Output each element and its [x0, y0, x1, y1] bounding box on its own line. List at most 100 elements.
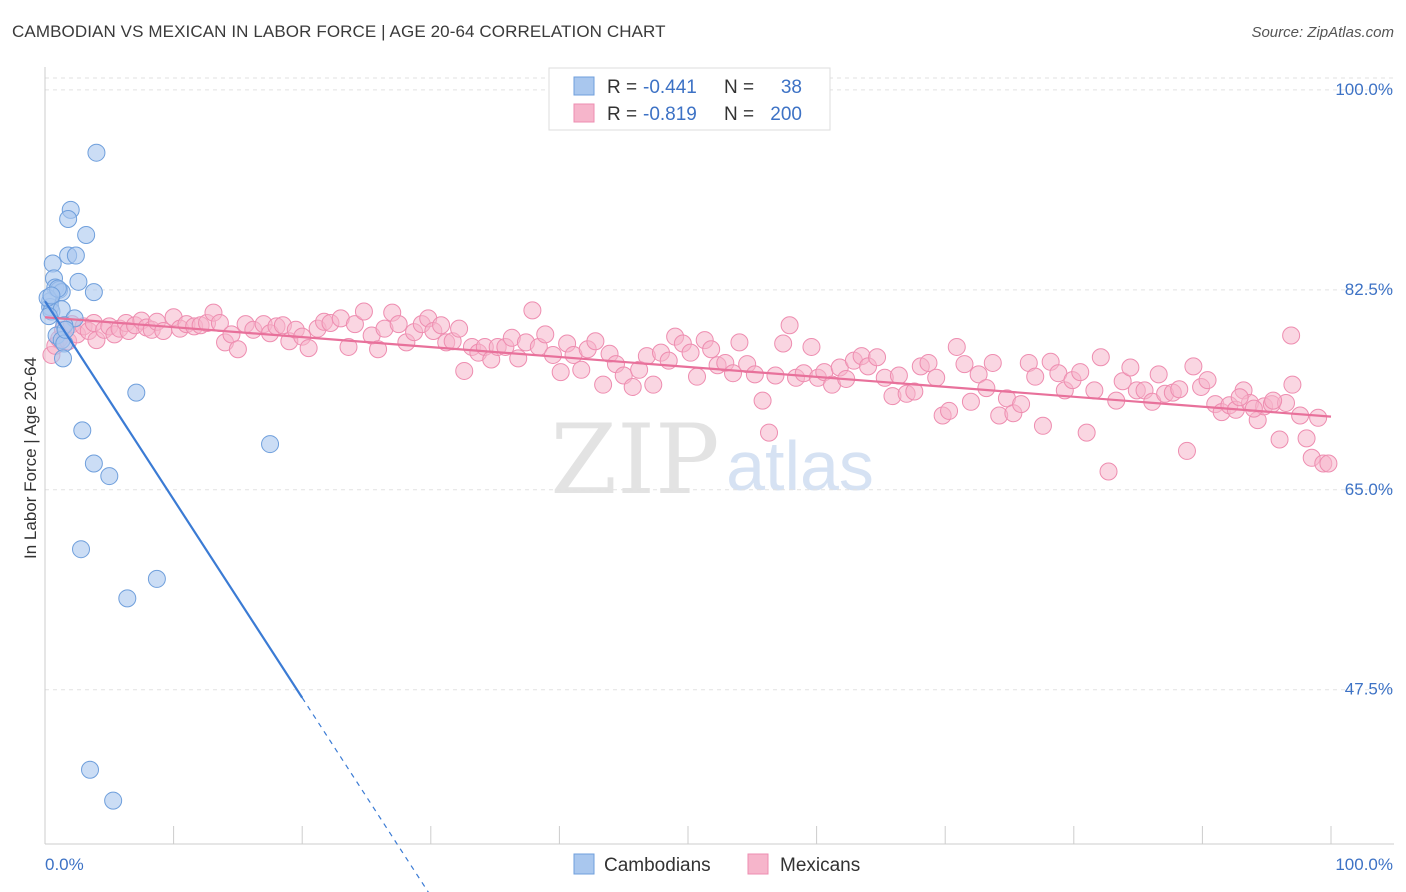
mexicans-point: [644, 375, 663, 394]
y-tick-label-0: 100.0%: [1335, 80, 1393, 99]
gridlines: [45, 77, 1394, 691]
cambodians-point: [42, 286, 61, 305]
mexicans-point: [1033, 416, 1052, 435]
mexicans-point: [354, 302, 373, 321]
cambodians-point: [54, 349, 73, 368]
legend-n-value-2: 200: [770, 104, 802, 125]
mexicans-point: [955, 355, 974, 374]
cambodians-trend-line: [44, 300, 304, 699]
watermark-zip: ZIP: [550, 404, 719, 516]
mexicans-point: [1319, 454, 1338, 473]
mexicans-point: [1282, 326, 1301, 345]
mexicans-point: [1244, 399, 1263, 418]
chart-source: Source: ZipAtlas.com: [1251, 24, 1394, 41]
cambodians-point: [73, 421, 92, 440]
mexicans-point: [889, 366, 908, 385]
mexicans-point: [1026, 367, 1045, 386]
cambodians-point: [104, 791, 123, 810]
mexicans-point: [228, 340, 247, 359]
mexicans-point: [1121, 358, 1140, 377]
cambodians-point: [77, 225, 96, 244]
mexicans-point: [724, 364, 743, 383]
cambodians-point: [84, 454, 103, 473]
mexicans-point: [1297, 429, 1316, 448]
cambodians-point: [72, 540, 91, 559]
watermark-atlas: atlas: [726, 427, 874, 505]
mexicans-point: [1309, 408, 1328, 427]
cambodians-point: [261, 435, 280, 454]
cambodians-point: [66, 246, 85, 265]
cambodians-point: [100, 467, 119, 486]
mexicans-point: [961, 392, 980, 411]
cambodians-point: [87, 143, 106, 162]
legend-r-value-1: -0.441: [643, 77, 697, 98]
cambodians-point: [84, 283, 103, 302]
axes: [44, 67, 1394, 845]
mexicans-point: [389, 315, 408, 334]
mexicans-point: [369, 340, 388, 359]
mexicans-point: [940, 401, 959, 420]
mexicans-point: [339, 337, 358, 356]
mexicans-point: [1170, 380, 1189, 399]
mexicans-point: [977, 379, 996, 398]
mexicans-point: [1184, 357, 1203, 376]
mexicans-point: [1230, 388, 1249, 407]
mexicans-point: [1099, 462, 1118, 481]
mexicans-point: [455, 361, 474, 380]
mexicans-point: [760, 423, 779, 442]
legend: R = -0.441 N = 38 R = -0.819 N = 200: [548, 67, 831, 131]
mexicans-point: [594, 375, 613, 394]
mexicans-point: [868, 348, 887, 367]
mexicans-trend-line: [44, 316, 1332, 418]
bottom-legend: Cambodians Mexicans: [573, 853, 860, 876]
mexicans-point: [745, 365, 764, 384]
x-tick-label-1: 100.0%: [1335, 855, 1393, 874]
y-tick-label-1: 82.5%: [1345, 280, 1393, 299]
mexicans-point: [905, 382, 924, 401]
mexicans-point: [969, 365, 988, 384]
cambodians-point: [59, 209, 78, 228]
mexicans-point: [1091, 348, 1110, 367]
mexicans-point: [299, 339, 318, 358]
bottom-legend-label-mexicans: Mexicans: [780, 855, 860, 876]
chart-title: CAMBODIAN VS MEXICAN IN LABOR FORCE | AG…: [12, 22, 666, 41]
mexicans-point: [753, 391, 772, 410]
cambodians-point: [118, 589, 137, 608]
mexicans-point: [572, 360, 591, 379]
mexicans-point: [1085, 381, 1104, 400]
y-tick-label-2: 65.0%: [1345, 480, 1393, 499]
mexicans-point: [1177, 441, 1196, 460]
cambodians-trend-extension: [301, 697, 429, 892]
trend-lines: [44, 300, 1332, 892]
cambodians-point: [127, 383, 146, 402]
bottom-legend-swatch-cambodians: [573, 853, 595, 875]
mexicans-point: [551, 363, 570, 382]
bottom-legend-swatch-mexicans: [747, 853, 769, 875]
legend-r-value-2: -0.819: [643, 104, 697, 125]
mexicans-point: [766, 366, 785, 385]
legend-r-label-1: R =: [607, 77, 637, 98]
y-tick-labels: 100.0% 82.5% 65.0% 47.5%: [1335, 80, 1393, 699]
x-tick-label-0: 0.0%: [45, 855, 84, 874]
legend-swatch-cambodians: [573, 76, 595, 96]
legend-n-value-1: 38: [781, 77, 802, 98]
mexicans-point: [927, 368, 946, 387]
mexicans-point: [523, 301, 542, 320]
mexicans-point: [947, 337, 966, 356]
mexicans-point: [450, 319, 469, 338]
mexicans-point: [1149, 365, 1168, 384]
mexicans-point: [1113, 372, 1132, 391]
legend-n-label-1: N =: [724, 77, 754, 98]
mexicans-point: [432, 316, 451, 335]
legend-r-label-2: R =: [607, 104, 637, 125]
mexicans-point: [730, 333, 749, 352]
y-tick-label-3: 47.5%: [1345, 680, 1393, 699]
mexicans-point: [681, 343, 700, 362]
mexicans-point: [688, 367, 707, 386]
cambodians-point: [147, 569, 166, 588]
mexicans-point: [802, 337, 821, 356]
mexicans-point: [1077, 423, 1096, 442]
legend-n-label-2: N =: [724, 104, 754, 125]
mexicans-point: [345, 315, 364, 334]
